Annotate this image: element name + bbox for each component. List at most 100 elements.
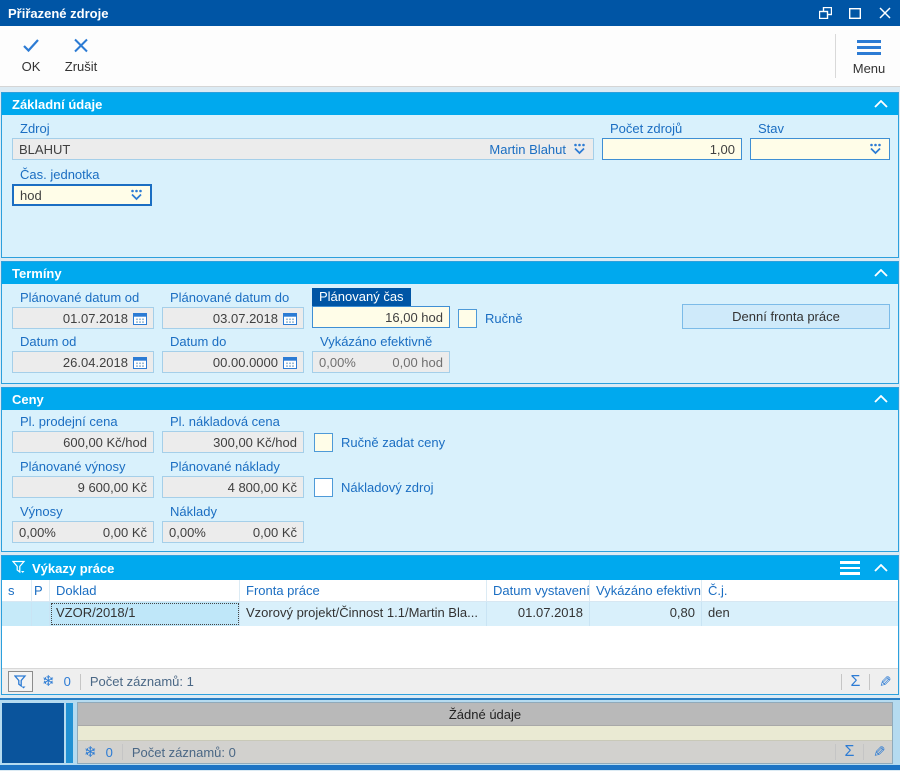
dropdown-icon[interactable] bbox=[572, 143, 587, 155]
pl-nakladova-label: Pl. nákladová cena bbox=[170, 414, 280, 429]
rucne-checkbox[interactable] bbox=[458, 309, 477, 328]
denni-fronta-prace-button[interactable]: Denní fronta práce bbox=[682, 304, 890, 329]
nakladovy-zdroj-checkbox[interactable] bbox=[314, 478, 333, 497]
col-header-fronta-prace[interactable]: Fronta práce bbox=[240, 580, 487, 601]
record-count-label: Počet záznamů: 0 bbox=[131, 744, 236, 760]
navy-placeholder-block bbox=[2, 703, 64, 763]
snowflake-icon[interactable]: ❄ bbox=[84, 743, 97, 761]
dropdown-icon[interactable] bbox=[129, 189, 144, 201]
section-terminy: Termíny Plánované datum od 01.07.2018 Pl… bbox=[1, 261, 899, 384]
table-empty-area bbox=[2, 626, 898, 668]
section-title: Ceny bbox=[12, 391, 44, 407]
filter-button[interactable] bbox=[8, 671, 33, 692]
rucne-zadat-ceny-checkbox[interactable] bbox=[314, 433, 333, 452]
pl-nakladova-field[interactable]: 300,00 Kč/hod bbox=[162, 431, 304, 453]
col-header-datum-vystaveni[interactable]: Datum vystavení bbox=[487, 580, 590, 601]
planovany-cas-field[interactable]: 16,00 hod bbox=[312, 306, 450, 328]
splitter-strip[interactable] bbox=[66, 703, 73, 763]
collapse-chevron-icon[interactable] bbox=[874, 564, 888, 572]
collapse-chevron-icon[interactable] bbox=[874, 395, 888, 403]
planovany-cas-value: 16,00 hod bbox=[385, 309, 443, 325]
titlebar: Přiřazené zdroje bbox=[0, 0, 900, 26]
pocet-zdroju-field[interactable]: 1,00 bbox=[602, 138, 742, 160]
zdroj-field[interactable]: BLAHUT Martin Blahut bbox=[12, 138, 594, 160]
sum-icon[interactable]: Σ bbox=[850, 672, 861, 690]
col-header-s[interactable]: s bbox=[2, 580, 32, 601]
vykazano-hours: 0,00 hod bbox=[392, 354, 443, 370]
snowflake-count: 0 bbox=[63, 674, 71, 689]
hamburger-icon bbox=[857, 37, 881, 58]
no-data-label: Žádné údaje bbox=[448, 706, 522, 722]
cas-jednotka-label: Čas. jednotka bbox=[20, 167, 100, 182]
dropdown-icon[interactable] bbox=[868, 143, 883, 155]
section-title: Výkazy práce bbox=[32, 560, 115, 576]
datum-od-field[interactable]: 26.04.2018 bbox=[12, 351, 154, 373]
plan-naklady-field[interactable]: 4 800,00 Kč bbox=[162, 476, 304, 498]
empty-row bbox=[78, 726, 892, 741]
cell-p[interactable] bbox=[32, 602, 50, 626]
collapse-chevron-icon[interactable] bbox=[874, 100, 888, 108]
section-vykazy-prace: Výkazy práce s P Doklad Fronta práce Dat… bbox=[1, 555, 899, 695]
menu-button[interactable]: Menu bbox=[844, 30, 894, 82]
panel-footer: ❄ 0 Počet záznamů: 0 Σ ✎ bbox=[78, 741, 892, 763]
cas-jednotka-value: hod bbox=[20, 187, 42, 203]
plan-vynosy-field[interactable]: 9 600,00 Kč bbox=[12, 476, 154, 498]
calendar-icon[interactable] bbox=[283, 356, 297, 369]
datum-od-label: Datum od bbox=[20, 334, 77, 349]
calendar-icon[interactable] bbox=[283, 312, 297, 325]
ok-button[interactable]: OK bbox=[6, 30, 56, 82]
stav-select[interactable] bbox=[750, 138, 890, 160]
section-header-zakladni: Základní údaje bbox=[2, 93, 898, 115]
vynosy-percent: 0,00% bbox=[19, 524, 56, 540]
naklady-percent: 0,00% bbox=[169, 524, 206, 540]
snowflake-icon[interactable]: ❄ bbox=[42, 673, 55, 690]
vynosy-field: 0,00% 0,00 Kč bbox=[12, 521, 154, 543]
cell-datum-vystaveni[interactable]: 01.07.2018 bbox=[487, 602, 590, 626]
plan-datum-do-field[interactable]: 03.07.2018 bbox=[162, 307, 304, 329]
sum-icon[interactable]: Σ bbox=[844, 743, 855, 760]
close-icon[interactable] bbox=[878, 6, 892, 20]
edit-icon[interactable]: ✎ bbox=[879, 673, 892, 691]
col-header-p[interactable]: P bbox=[32, 580, 50, 601]
pl-prodejni-field[interactable]: 600,00 Kč/hod bbox=[12, 431, 154, 453]
vykazano-percent: 0,00% bbox=[319, 354, 356, 370]
plan-datum-od-field[interactable]: 01.07.2018 bbox=[12, 307, 154, 329]
record-count-label: Počet záznamů: 1 bbox=[89, 674, 194, 689]
col-header-vykazano-efektivne[interactable]: Vykázáno efektivně bbox=[590, 580, 702, 601]
table-menu-icon[interactable] bbox=[840, 558, 860, 578]
edit-icon[interactable]: ✎ bbox=[873, 744, 886, 761]
table-header: s P Doklad Fronta práce Datum vystavení … bbox=[2, 580, 898, 602]
filter-icon[interactable] bbox=[11, 560, 26, 577]
col-header-doklad[interactable]: Doklad bbox=[50, 580, 240, 601]
restore-window-icon[interactable] bbox=[818, 6, 832, 20]
cell-vykazano-efektivne[interactable]: 0,80 bbox=[590, 602, 702, 626]
zdroj-linked-value: Martin Blahut bbox=[489, 141, 566, 157]
cell-cj[interactable]: den bbox=[708, 605, 730, 620]
cell-fronta-prace[interactable]: Vzorový projekt/Činnost 1.1/Martin Bla..… bbox=[240, 602, 487, 626]
maximize-icon[interactable] bbox=[848, 6, 862, 20]
cell-doklad[interactable]: VZOR/2018/1 bbox=[50, 602, 240, 626]
pl-prodejni-label: Pl. prodejní cena bbox=[20, 414, 118, 429]
collapse-chevron-icon[interactable] bbox=[874, 269, 888, 277]
table-row[interactable]: VZOR/2018/1 Vzorový projekt/Činnost 1.1/… bbox=[2, 602, 898, 626]
section-header-terminy: Termíny bbox=[2, 262, 898, 284]
zdroj-value: BLAHUT bbox=[19, 141, 71, 157]
section-title: Termíny bbox=[12, 265, 62, 281]
pl-prodejni-value: 600,00 Kč/hod bbox=[63, 434, 147, 450]
cancel-button[interactable]: Zrušit bbox=[56, 30, 106, 82]
rucne-label: Ručně bbox=[485, 311, 523, 326]
datum-do-field[interactable]: 00.00.0000 bbox=[162, 351, 304, 373]
vynosy-value: 0,00 Kč bbox=[102, 524, 147, 540]
denni-fronta-label: Denní fronta práce bbox=[732, 309, 840, 324]
section-header-ceny: Ceny bbox=[2, 388, 898, 410]
cas-jednotka-select[interactable]: hod bbox=[12, 184, 152, 206]
calendar-icon[interactable] bbox=[133, 356, 147, 369]
footer-divider bbox=[121, 744, 123, 760]
calendar-icon[interactable] bbox=[133, 312, 147, 325]
vykazano-efektivne-label: Vykázáno efektivně bbox=[320, 334, 433, 349]
planovany-cas-label: Plánovaný čas bbox=[312, 288, 411, 306]
stav-label: Stav bbox=[758, 121, 785, 136]
col-header-cj[interactable]: Č.j. bbox=[708, 583, 728, 598]
cell-s[interactable] bbox=[2, 602, 32, 626]
